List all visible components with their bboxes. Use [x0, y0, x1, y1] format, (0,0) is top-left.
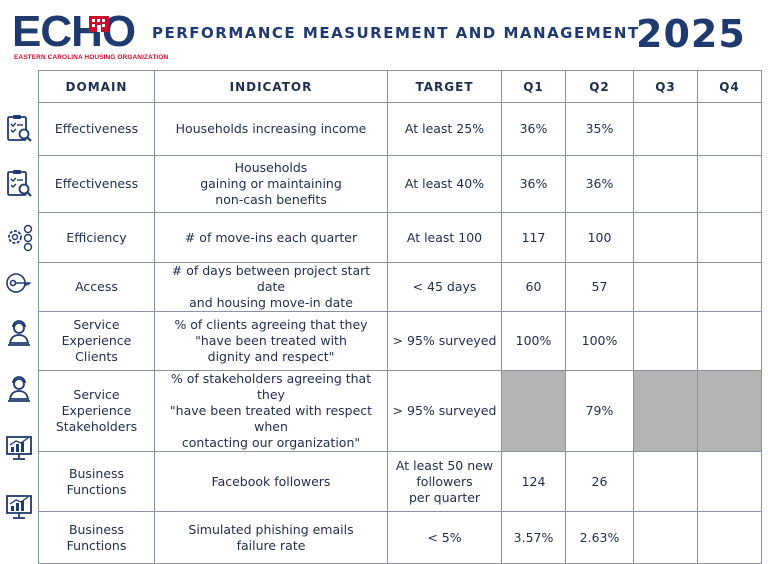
- q4-cell: [697, 451, 762, 512]
- q1-cell: 3.57%: [501, 511, 566, 564]
- logo-subtitle: EASTERN CAROLINA HOUSING ORGANIZATION: [14, 54, 169, 61]
- monitor-chart-icon: [4, 492, 34, 522]
- page-header: ECHO EASTERN CAROLINA HOUSING ORGANIZATI…: [0, 0, 768, 70]
- q4-cell: [697, 311, 762, 371]
- table-row: Service Experience Stakeholders% of stak…: [38, 370, 762, 452]
- q3-cell: [633, 451, 698, 512]
- page-title: PERFORMANCE MEASUREMENT AND MANAGEMENT: [152, 24, 640, 42]
- header-target: TARGET: [387, 70, 502, 103]
- q3-cell: [633, 511, 698, 564]
- logo-wordmark: ECHO: [12, 7, 136, 56]
- table-row: Service Experience Clients% of clients a…: [38, 311, 762, 371]
- header-q1: Q1: [501, 70, 566, 103]
- q1-cell: 60: [501, 262, 566, 312]
- q1-cell: 36%: [501, 155, 566, 213]
- q3-cell: [633, 311, 698, 371]
- indicator-cell: % of stakeholders agreeing that they "ha…: [154, 370, 388, 452]
- indicator-cell: % of clients agreeing that they "have be…: [154, 311, 388, 371]
- house-logo-icon: [89, 16, 109, 32]
- q2-cell: 79%: [565, 370, 634, 452]
- indicator-cell: # of days between project start date and…: [154, 262, 388, 312]
- q4-cell: [697, 212, 762, 263]
- q2-cell: 36%: [565, 155, 634, 213]
- agent-icon: [4, 318, 34, 348]
- agent-icon: [4, 374, 34, 404]
- q2-cell: 57: [565, 262, 634, 312]
- q2-cell: 100%: [565, 311, 634, 371]
- domain-cell: Service Experience Stakeholders: [38, 370, 155, 452]
- q4-cell: [697, 262, 762, 312]
- q4-cell: [697, 155, 762, 213]
- q1-cell: [501, 370, 566, 452]
- performance-table: DOMAIN INDICATOR TARGET Q1 Q2 Q3 Q4 Effe…: [38, 70, 762, 564]
- table-row: Business Functions Facebook followers At l…: [38, 451, 762, 512]
- q1-cell: 124: [501, 451, 566, 512]
- table-row: Effectiveness Households gaining or maint…: [38, 155, 762, 213]
- q3-cell: [633, 102, 698, 156]
- q2-cell: 26: [565, 451, 634, 512]
- domain-cell: Effectiveness: [38, 102, 155, 156]
- checklist-magnifier-icon: [4, 169, 34, 199]
- q1-cell: 100%: [501, 311, 566, 371]
- table-header-row: DOMAIN INDICATOR TARGET Q1 Q2 Q3 Q4: [38, 70, 762, 103]
- domain-cell: Service Experience Clients: [38, 311, 155, 371]
- q3-cell: [633, 262, 698, 312]
- q1-cell: 117: [501, 212, 566, 263]
- table-row: Business Functions Simulated phishing ema…: [38, 511, 762, 564]
- target-cell: At least 50 new followers per quarter: [387, 451, 502, 512]
- checklist-magnifier-icon: [4, 114, 34, 144]
- table-row: Access # of days between project start da…: [38, 262, 762, 312]
- year-label: 2025: [636, 12, 746, 56]
- target-cell: > 95% surveyed: [387, 311, 502, 371]
- table-row: Efficiency # of move-ins each quarter At l…: [38, 212, 762, 263]
- q4-cell: [697, 102, 762, 156]
- indicator-cell: Facebook followers: [154, 451, 388, 512]
- q1-cell: 36%: [501, 102, 566, 156]
- monitor-chart-icon: [4, 433, 34, 463]
- target-cell: < 45 days: [387, 262, 502, 312]
- indicator-cell: Households gaining or maintaining non-ca…: [154, 155, 388, 213]
- key-icon: [4, 268, 34, 298]
- header-indicator: INDICATOR: [154, 70, 388, 103]
- header-q3: Q3: [633, 70, 698, 103]
- gears-dollar-icon: [4, 222, 34, 252]
- domain-cell: Business Functions: [38, 451, 155, 512]
- domain-cell: Access: [38, 262, 155, 312]
- header-q4: Q4: [697, 70, 762, 103]
- echo-logo: ECHO EASTERN CAROLINA HOUSING ORGANIZATI…: [12, 7, 168, 64]
- domain-cell: Effectiveness: [38, 155, 155, 213]
- q4-cell: [697, 511, 762, 564]
- table-row: Effectiveness Households increasing incom…: [38, 102, 762, 156]
- indicator-cell: Simulated phishing emails failure rate: [154, 511, 388, 564]
- target-cell: At least 100: [387, 212, 502, 263]
- domain-cell: Business Functions: [38, 511, 155, 564]
- target-cell: At least 40%: [387, 155, 502, 213]
- q3-cell: [633, 212, 698, 263]
- q2-cell: 100: [565, 212, 634, 263]
- target-cell: At least 25%: [387, 102, 502, 156]
- q2-cell: 2.63%: [565, 511, 634, 564]
- q4-cell: [697, 370, 762, 452]
- header-domain: DOMAIN: [38, 70, 155, 103]
- q3-cell: [633, 370, 698, 452]
- q3-cell: [633, 155, 698, 213]
- q2-cell: 35%: [565, 102, 634, 156]
- target-cell: > 95% surveyed: [387, 370, 502, 452]
- indicator-cell: Households increasing income: [154, 102, 388, 156]
- domain-cell: Efficiency: [38, 212, 155, 263]
- header-q2: Q2: [565, 70, 634, 103]
- indicator-cell: # of move-ins each quarter: [154, 212, 388, 263]
- target-cell: < 5%: [387, 511, 502, 564]
